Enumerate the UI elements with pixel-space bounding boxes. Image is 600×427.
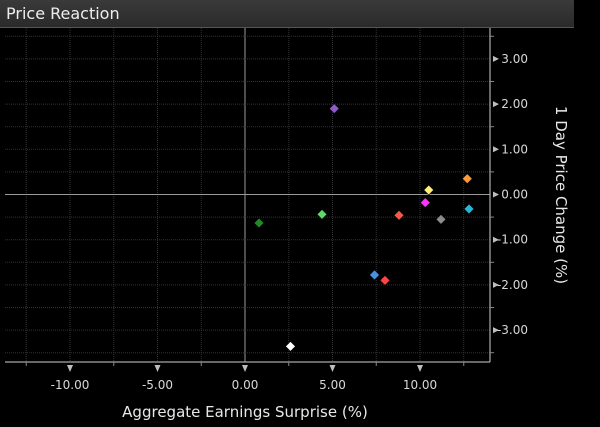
grid xyxy=(5,28,490,362)
title-bar: Price Reaction xyxy=(0,0,574,28)
data-point xyxy=(328,103,340,115)
x-tick-marker xyxy=(242,365,248,372)
data-point xyxy=(369,269,380,281)
data-point xyxy=(419,197,431,209)
x-tick-label: 10.00 xyxy=(403,378,437,392)
y-tick-label: -1.00 xyxy=(497,233,528,247)
y-tick-label: -3.00 xyxy=(497,323,528,337)
data-points xyxy=(253,103,475,352)
x-tick-label: -5.00 xyxy=(142,378,173,392)
data-point xyxy=(463,203,475,215)
y-tick-marker xyxy=(493,101,499,108)
y-tick-marker xyxy=(493,191,499,198)
x-tick-label: 0.00 xyxy=(232,378,259,392)
data-point xyxy=(379,274,391,286)
x-tick-marker xyxy=(417,365,423,372)
y-tick-label: 0.00 xyxy=(501,188,528,202)
x-tick-label: -10.00 xyxy=(51,378,90,392)
y-tick-marker xyxy=(493,281,499,288)
x-tick-marker xyxy=(154,365,161,372)
data-point xyxy=(285,340,296,352)
axes: -10.00 -5.00 0.00 5.00 10.00 3.00 2.00 1.00 0.00… xyxy=(5,28,528,392)
x-axis-label: Aggregate Earnings Surprise (%) xyxy=(122,403,368,421)
y-axis-label: 1 Day Price Change (%) xyxy=(552,106,570,284)
x-tick-marker xyxy=(329,365,336,372)
data-point xyxy=(316,208,328,220)
data-point xyxy=(393,209,405,221)
y-tick-label: 1.00 xyxy=(501,142,528,156)
data-point xyxy=(435,213,447,225)
y-tick-label: 2.00 xyxy=(501,97,528,111)
data-point xyxy=(461,173,473,185)
y-tick-marker xyxy=(493,236,499,243)
x-tick-marker xyxy=(67,365,73,372)
data-point xyxy=(253,217,265,229)
y-tick-label: -2.00 xyxy=(497,278,528,292)
data-point xyxy=(423,184,435,196)
y-tick-marker xyxy=(493,146,499,153)
panel-title: Price Reaction xyxy=(6,4,120,23)
y-tick-label: 3.00 xyxy=(501,52,528,66)
x-tick-label: 5.00 xyxy=(319,378,346,392)
y-tick-marker xyxy=(493,55,499,62)
y-tick-marker xyxy=(493,327,499,334)
